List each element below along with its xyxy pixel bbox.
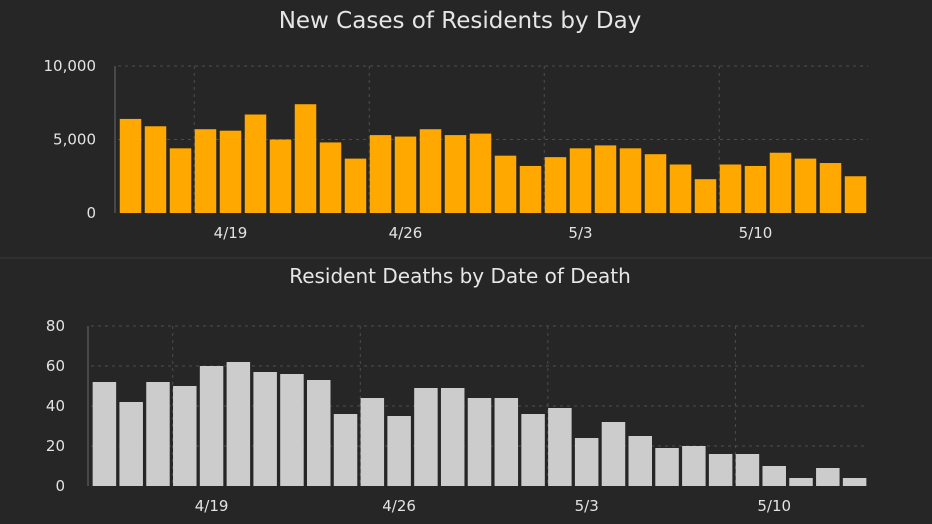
deaths-bar — [735, 454, 760, 486]
cases-grid — [118, 65, 868, 213]
deaths-x-axis: 4/19 4/26 5/3 5/10 — [195, 497, 791, 515]
cases-bar — [419, 129, 442, 213]
cases-bar — [844, 176, 867, 213]
cases-bar — [719, 164, 742, 213]
cases-bar — [744, 165, 767, 213]
cases-ytick-label: 5,000 — [53, 131, 96, 149]
cases-bar — [394, 136, 417, 213]
deaths-bar — [655, 448, 679, 486]
deaths-bar — [494, 398, 519, 486]
deaths-bar — [789, 478, 813, 486]
cases-x-axis: 4/19 4/26 5/3 5/10 — [214, 224, 773, 242]
deaths-ytick-label: 40 — [46, 397, 65, 415]
cases-ytick-label: 10,000 — [44, 57, 97, 75]
deaths-bar — [92, 382, 117, 486]
deaths-bar — [387, 416, 411, 486]
deaths-xtick-label: 5/10 — [757, 497, 791, 515]
deaths-grid — [91, 325, 868, 486]
deaths-bar — [253, 372, 277, 486]
deaths-bar — [333, 414, 358, 486]
cases-bar — [444, 135, 467, 213]
cases-chart: New Cases of Residents by Day 0 5,000 10,0… — [44, 8, 868, 242]
deaths-bar — [682, 446, 706, 486]
deaths-bar — [628, 436, 653, 486]
deaths-chart: Resident Deaths by Date of Death 0 20 40 60… — [46, 264, 868, 515]
cases-bar — [694, 179, 717, 213]
deaths-bar — [199, 366, 224, 486]
deaths-bar — [762, 466, 786, 486]
cases-bar — [194, 129, 217, 213]
deaths-bar — [440, 388, 465, 486]
cases-bar — [544, 157, 567, 213]
cases-bar — [469, 133, 492, 213]
cases-bar — [219, 130, 242, 213]
deaths-bar — [360, 398, 385, 486]
deaths-bars — [92, 362, 867, 486]
deaths-bar — [708, 454, 733, 486]
cases-y-axis: 0 5,000 10,000 — [44, 57, 116, 222]
deaths-ytick-label: 60 — [46, 357, 65, 375]
deaths-xtick-label: 4/19 — [195, 497, 229, 515]
cases-bar — [644, 154, 667, 213]
cases-bar — [369, 135, 392, 213]
cases-xtick-label: 4/19 — [214, 224, 248, 242]
deaths-bar — [467, 398, 492, 486]
cases-bar — [169, 148, 192, 213]
deaths-bar — [548, 408, 572, 486]
cases-bar — [494, 155, 517, 213]
deaths-xtick-label: 5/3 — [575, 497, 599, 515]
deaths-bar — [119, 402, 143, 486]
deaths-xtick-label: 4/26 — [382, 497, 416, 515]
deaths-bar — [226, 362, 251, 486]
deaths-bar — [601, 422, 626, 486]
deaths-bar — [414, 388, 438, 486]
deaths-bar — [306, 380, 331, 486]
cases-xtick-label: 5/3 — [568, 224, 592, 242]
deaths-bar — [146, 382, 170, 486]
deaths-ytick-label: 80 — [46, 317, 65, 335]
cases-xtick-label: 4/26 — [389, 224, 423, 242]
cases-bar — [144, 126, 167, 213]
cases-ytick-label: 0 — [86, 204, 96, 222]
cases-bar — [819, 163, 842, 213]
deaths-y-axis: 0 20 40 60 80 — [46, 317, 89, 495]
cases-bar — [319, 142, 342, 213]
deaths-ytick-label: 0 — [55, 477, 65, 495]
deaths-bar — [173, 386, 197, 486]
cases-chart-title: New Cases of Residents by Day — [279, 8, 642, 34]
cases-bar — [344, 158, 367, 213]
cases-bar — [669, 164, 692, 213]
deaths-bar — [280, 374, 304, 486]
deaths-bar — [574, 438, 599, 486]
cases-bar — [569, 148, 592, 213]
deaths-bar — [842, 478, 867, 486]
cases-bar — [269, 139, 292, 213]
cases-bar — [244, 114, 267, 213]
cases-xtick-label: 5/10 — [739, 224, 773, 242]
cases-bar — [519, 165, 542, 213]
cases-bar — [119, 118, 142, 213]
cases-bars — [119, 104, 867, 213]
deaths-bar — [816, 468, 840, 486]
cases-bar — [594, 145, 617, 213]
cases-bar — [794, 158, 817, 213]
cases-bar — [619, 148, 642, 213]
deaths-chart-title: Resident Deaths by Date of Death — [289, 264, 631, 288]
deaths-bar — [521, 414, 545, 486]
cases-bar — [294, 104, 317, 213]
cases-bar — [769, 152, 792, 213]
deaths-ytick-label: 20 — [46, 437, 65, 455]
